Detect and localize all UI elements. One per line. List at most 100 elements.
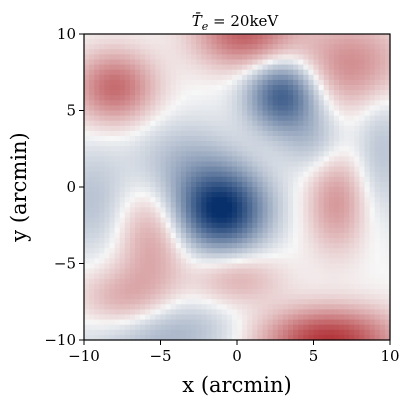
heatmap-cell (308, 115, 315, 122)
heatmap-cell (369, 64, 376, 71)
heatmap-cell (277, 232, 284, 239)
heatmap-cell (216, 289, 223, 295)
heatmap-cell (170, 156, 177, 163)
heatmap-cell (114, 110, 121, 117)
heatmap-cell (99, 222, 105, 229)
heatmap-cell (288, 90, 294, 96)
heatmap-cell (349, 314, 355, 321)
heatmap-cell (186, 69, 192, 76)
heatmap-cell (84, 263, 90, 270)
heatmap-cell (109, 146, 116, 152)
heatmap-cell (175, 171, 182, 178)
heatmap-cell (293, 324, 299, 331)
heatmap-cell (94, 192, 100, 198)
heatmap-cell (272, 105, 279, 112)
heatmap-cell (359, 156, 366, 163)
heatmap-cell (145, 248, 151, 254)
heatmap-cell (109, 156, 116, 163)
heatmap-cell (104, 197, 111, 203)
heatmap-cell (140, 136, 146, 142)
heatmap-cell (216, 299, 223, 305)
heatmap-cell (328, 120, 335, 127)
heatmap-cell (242, 120, 248, 127)
heatmap-cell (323, 59, 330, 66)
heatmap-cell (379, 166, 386, 173)
heatmap-cell (175, 130, 182, 137)
heatmap-cell (272, 141, 279, 147)
heatmap-cell (267, 161, 274, 168)
heatmap-cell (221, 79, 228, 86)
heatmap-cell (313, 314, 320, 321)
heatmap-cell (180, 181, 187, 188)
heatmap-cell (180, 329, 187, 336)
heatmap-cell (216, 100, 223, 106)
heatmap-cell (145, 110, 151, 117)
heatmap-cell (89, 130, 95, 137)
heatmap-cell (186, 115, 192, 122)
heatmap-cell (354, 130, 360, 137)
heatmap-cell (298, 299, 304, 305)
heatmap-cell (267, 79, 274, 86)
heatmap-cell (160, 238, 167, 244)
heatmap-cell (384, 212, 391, 219)
heatmap-cell (272, 197, 279, 203)
heatmap-cell (226, 319, 233, 326)
heatmap-cell (145, 156, 151, 163)
heatmap-cell (369, 187, 376, 193)
heatmap-cell (211, 289, 218, 295)
heatmap-cell (84, 232, 90, 239)
heatmap-cell (226, 207, 233, 214)
heatmap-cell (201, 299, 207, 305)
heatmap-cell (272, 294, 279, 300)
heatmap-cell (252, 253, 258, 259)
heatmap-cell (379, 187, 386, 193)
heatmap-cell (344, 130, 350, 137)
heatmap-cell (84, 136, 90, 142)
heatmap-cell (124, 319, 131, 326)
heatmap-cell (354, 125, 360, 132)
heatmap-cell (119, 202, 126, 208)
heatmap-cell (277, 64, 284, 71)
heatmap-cell (119, 192, 126, 198)
heatmap-cell (211, 238, 218, 244)
heatmap-cell (109, 309, 116, 316)
heatmap-cell (328, 243, 335, 249)
heatmap-cell (267, 299, 274, 305)
heatmap-cell (277, 120, 284, 127)
heatmap-cell (313, 59, 320, 66)
heatmap-cell (298, 49, 304, 55)
heatmap-cell (114, 324, 121, 331)
heatmap-cell (231, 79, 238, 86)
heatmap-cell (344, 283, 350, 290)
heatmap-cell (201, 273, 207, 280)
heatmap-cell (282, 283, 289, 290)
heatmap-cell (216, 258, 223, 265)
heatmap-cell (211, 309, 218, 316)
heatmap-cell (84, 197, 90, 203)
heatmap-cell (89, 146, 95, 152)
heatmap-cell (170, 176, 177, 183)
heatmap-cell (124, 161, 131, 168)
heatmap-cell (201, 263, 207, 270)
heatmap-cell (165, 187, 172, 193)
heatmap-cell (89, 74, 95, 81)
heatmap-cell (124, 110, 131, 117)
heatmap-cell (237, 90, 243, 96)
heatmap-cell (140, 39, 146, 45)
heatmap-cell (84, 268, 90, 275)
heatmap-cell (252, 151, 258, 157)
heatmap-cell (242, 304, 248, 310)
heatmap-cell (237, 309, 243, 316)
heatmap-cell (288, 294, 294, 300)
heatmap-cell (359, 151, 366, 157)
heatmap-cell (237, 304, 243, 310)
heatmap-cell (257, 95, 264, 101)
heatmap-cell (165, 110, 172, 117)
heatmap-cell (384, 192, 391, 198)
heatmap-cell (119, 171, 126, 178)
heatmap-cell (333, 161, 340, 168)
heatmap-cell (288, 207, 294, 214)
heatmap-cell (374, 176, 381, 183)
heatmap-cell (186, 130, 192, 137)
heatmap-cell (323, 212, 330, 219)
